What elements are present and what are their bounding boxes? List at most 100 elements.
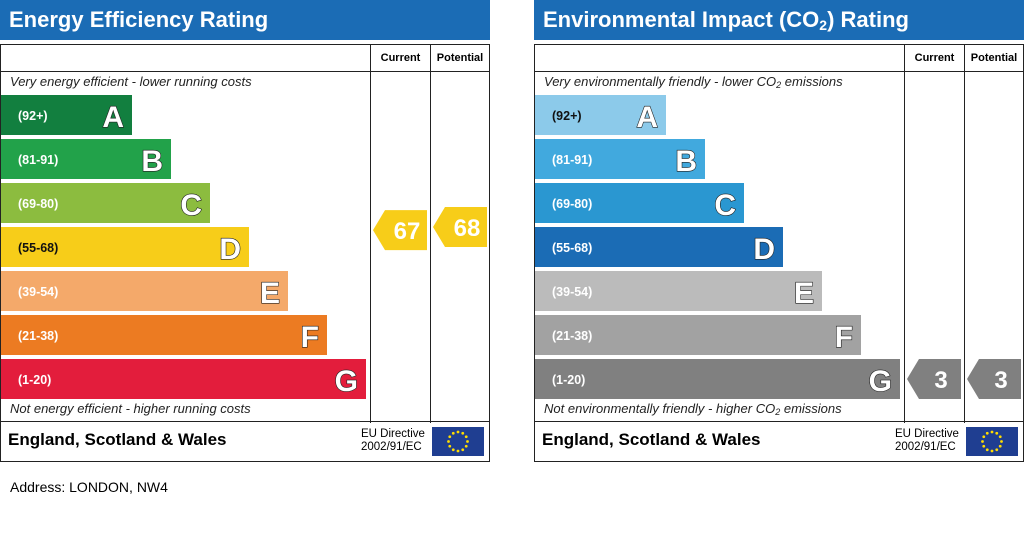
- eu-star: [456, 430, 460, 434]
- eu-star: [451, 431, 455, 435]
- eu-directive-line1: EU Directive: [895, 428, 959, 440]
- eu-star: [995, 448, 999, 452]
- band-range-label: (55-68): [18, 241, 58, 255]
- current-rating-arrow: [373, 210, 427, 251]
- band-letter-d: D: [753, 233, 775, 266]
- eu-star: [447, 440, 450, 443]
- band-e: [1, 271, 288, 311]
- eu-directive-label: EU Directive 2002/91/EC: [895, 428, 959, 454]
- eu-star: [995, 431, 999, 435]
- band-range-label: (21-38): [552, 329, 592, 343]
- eu-star: [982, 444, 986, 448]
- band-range-label: (69-80): [552, 197, 592, 211]
- eu-star: [464, 435, 468, 439]
- band-letter-a: A: [636, 101, 658, 134]
- band-a: [535, 95, 666, 135]
- eu-star: [990, 449, 994, 453]
- current-rating-arrow: [907, 359, 961, 399]
- eu-star: [464, 444, 468, 448]
- band-range-label: (1-20): [552, 373, 585, 387]
- eu-star: [451, 448, 455, 452]
- environmental-impact-panel: Environmental Impact (CO2) Rating Curren…: [534, 0, 1024, 462]
- eu-star: [985, 448, 989, 452]
- eu-star: [998, 444, 1002, 448]
- region-label: England, Scotland & Wales: [542, 430, 761, 449]
- band-letter-e: E: [794, 277, 814, 310]
- band-letter-c: C: [180, 189, 202, 222]
- band-g: [1, 359, 366, 399]
- band-f: [535, 315, 861, 355]
- band-letter-b: B: [141, 145, 163, 178]
- band-letter-g: G: [869, 365, 892, 398]
- eu-flag-icon: [966, 427, 1018, 456]
- eu-star: [981, 440, 984, 443]
- band-range-label: (55-68): [552, 241, 592, 255]
- band-letter-e: E: [260, 277, 280, 310]
- band-range-label: (92+): [18, 109, 48, 123]
- environmental-impact-chart: Current Potential Very environmentally f…: [534, 44, 1024, 462]
- bottom-caption: Not environmentally friendly - higher CO…: [544, 401, 842, 417]
- energy-efficiency-panel: Energy Efficiency Rating Current Potenti…: [0, 0, 490, 462]
- top-caption: Very energy efficient - lower running co…: [10, 74, 252, 89]
- band-range-label: (1-20): [18, 373, 51, 387]
- band-f: [1, 315, 327, 355]
- current-column-header: Current: [380, 52, 421, 64]
- band-a: [1, 95, 132, 135]
- band-g: [535, 359, 900, 399]
- band-letter-c: C: [714, 189, 736, 222]
- eu-star: [990, 430, 994, 434]
- eu-star: [461, 448, 465, 452]
- eu-star: [998, 435, 1002, 439]
- eu-directive-line2: 2002/91/EC: [361, 441, 422, 453]
- region-label: England, Scotland & Wales: [8, 430, 227, 449]
- band-letter-b: B: [675, 145, 697, 178]
- eu-star: [456, 449, 460, 453]
- band-d: [1, 227, 249, 267]
- energy-efficiency-chart: Current Potential Very energy efficient …: [0, 44, 490, 462]
- band-range-label: (21-38): [18, 329, 58, 343]
- current-rating-value: 67: [394, 218, 421, 245]
- potential-rating-arrow: [433, 207, 487, 247]
- energy-efficiency-bands: (92+) A (81-91) B (69-80) C (55-68) D (39-54) E (2…: [1, 95, 487, 399]
- band-letter-a: A: [102, 101, 124, 134]
- current-column-header: Current: [914, 52, 955, 64]
- band-range-label: (39-54): [552, 285, 592, 299]
- eu-star: [461, 431, 465, 435]
- band-letter-f: F: [835, 321, 853, 354]
- potential-rating-value: 3: [994, 367, 1007, 394]
- band-range-label: (92+): [552, 109, 582, 123]
- eu-directive-line1: EU Directive: [361, 428, 425, 440]
- band-range-label: (81-91): [552, 153, 592, 167]
- potential-rating-value: 68: [454, 215, 481, 242]
- potential-column-header: Potential: [436, 52, 484, 64]
- eu-star: [448, 444, 452, 448]
- eu-star: [466, 440, 469, 443]
- address: Address: LONDON, NW4: [10, 479, 168, 495]
- band-letter-f: F: [301, 321, 319, 354]
- band-c: [1, 183, 210, 223]
- band-e: [535, 271, 822, 311]
- potential-column-header: Potential: [970, 52, 1018, 64]
- band-range-label: (39-54): [18, 285, 58, 299]
- current-rating-value: 3: [934, 367, 947, 394]
- environmental-impact-title: Environmental Impact (CO2) Rating: [534, 0, 1024, 40]
- band-range-label: (69-80): [18, 197, 58, 211]
- band-d: [535, 227, 783, 267]
- eu-star: [982, 435, 986, 439]
- band-range-label: (81-91): [18, 153, 58, 167]
- band-c: [535, 183, 744, 223]
- band-b: [1, 139, 171, 179]
- eu-star: [448, 435, 452, 439]
- band-b: [535, 139, 705, 179]
- eu-directive-label: EU Directive 2002/91/EC: [361, 428, 425, 454]
- top-caption: Very environmentally friendly - lower CO…: [544, 74, 843, 90]
- band-letter-d: D: [219, 233, 241, 266]
- eu-star: [985, 431, 989, 435]
- eu-flag-icon: [432, 427, 484, 456]
- eu-directive-line2: 2002/91/EC: [895, 441, 956, 453]
- band-letter-g: G: [335, 365, 358, 398]
- bottom-caption: Not energy efficient - higher running co…: [10, 401, 251, 416]
- eu-star: [1000, 440, 1003, 443]
- energy-efficiency-title: Energy Efficiency Rating: [0, 0, 490, 40]
- potential-rating-arrow: [967, 359, 1021, 399]
